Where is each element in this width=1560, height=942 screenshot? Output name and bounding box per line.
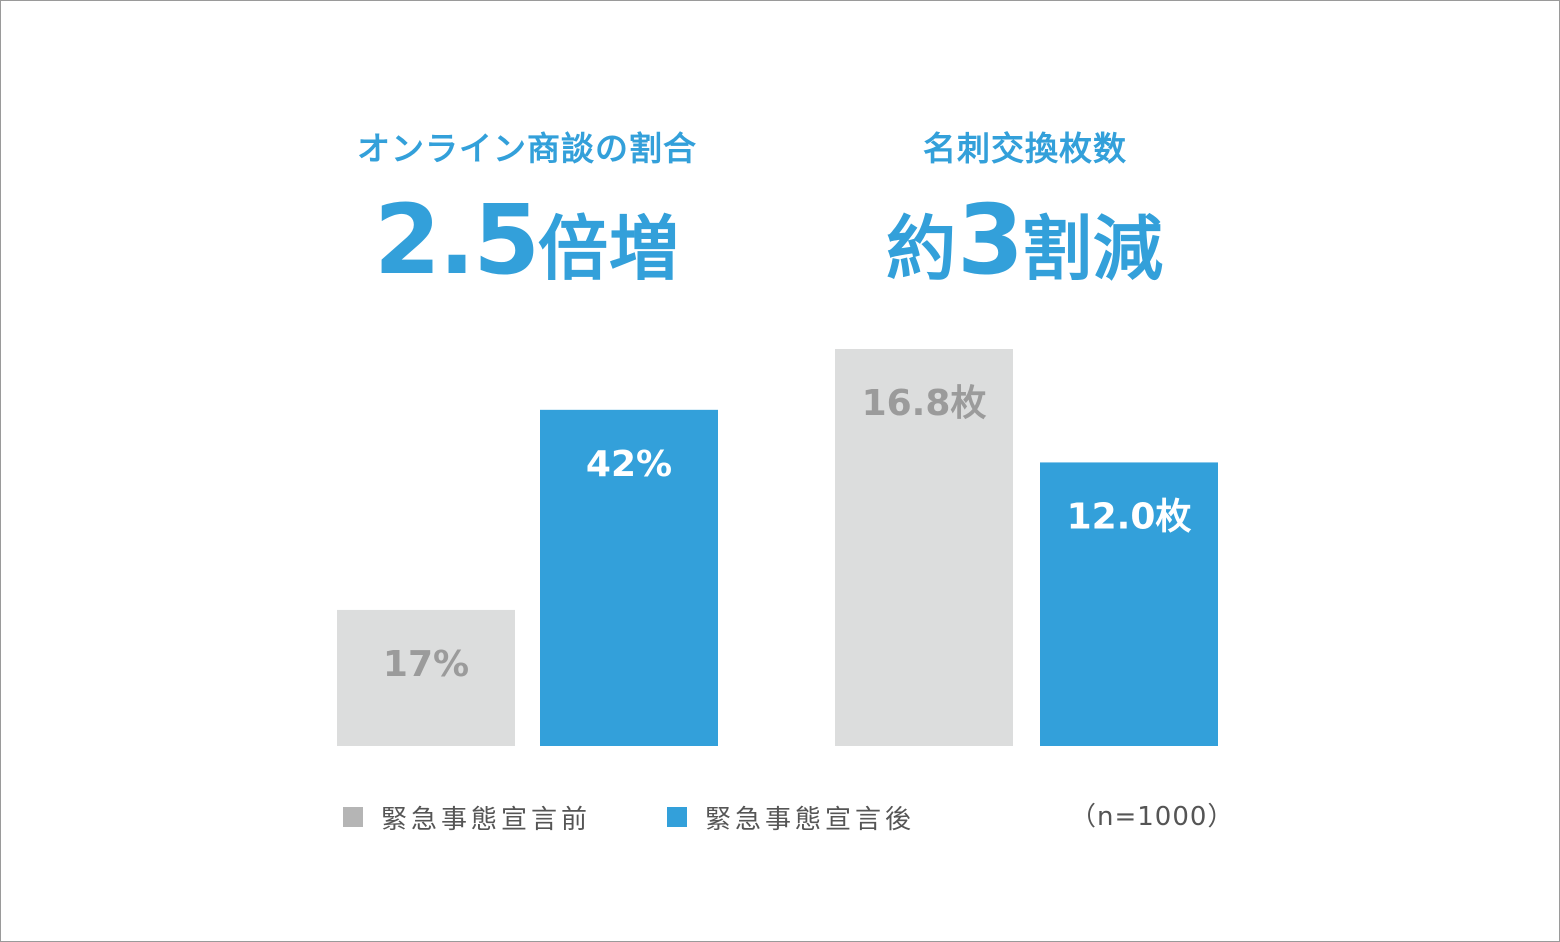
legend-label-after: 緊急事態宣言後 bbox=[705, 804, 916, 835]
right-headline-prefix: 約 bbox=[886, 208, 958, 290]
data-label-right-after: 12.0枚 bbox=[1067, 496, 1192, 537]
bar-right-after bbox=[1040, 462, 1218, 746]
legend-swatch-after bbox=[667, 807, 687, 827]
left-subtitle: オンライン商談の割合 bbox=[357, 129, 697, 168]
bar-left-before bbox=[337, 609, 515, 746]
legend-label-before: 緊急事態宣言前 bbox=[381, 804, 592, 835]
bar-left-after bbox=[540, 409, 718, 746]
right-headline-suffix: 割減 bbox=[1021, 208, 1164, 290]
legend-item-after: 緊急事態宣言後 bbox=[667, 798, 915, 836]
legend-item-before: 緊急事態宣言前 bbox=[343, 798, 591, 836]
data-label-left-before: 17% bbox=[383, 644, 469, 685]
left-headline-value: 2.5 bbox=[373, 184, 540, 296]
data-label-right-before: 16.8枚 bbox=[862, 383, 987, 424]
right-subtitle: 名刺交換枚数 bbox=[923, 129, 1127, 168]
sample-size-note: （n=1000） bbox=[1070, 802, 1235, 832]
bar-right-before bbox=[835, 349, 1013, 746]
left-headline-suffix: 倍増 bbox=[538, 208, 681, 290]
right-headline-value: 3 bbox=[957, 184, 1024, 296]
legend-swatch-before bbox=[343, 807, 363, 827]
data-label-left-after: 42% bbox=[586, 444, 672, 485]
right-headline: 約3割減 bbox=[825, 185, 1225, 295]
left-headline: 2.5倍増 bbox=[327, 185, 727, 295]
